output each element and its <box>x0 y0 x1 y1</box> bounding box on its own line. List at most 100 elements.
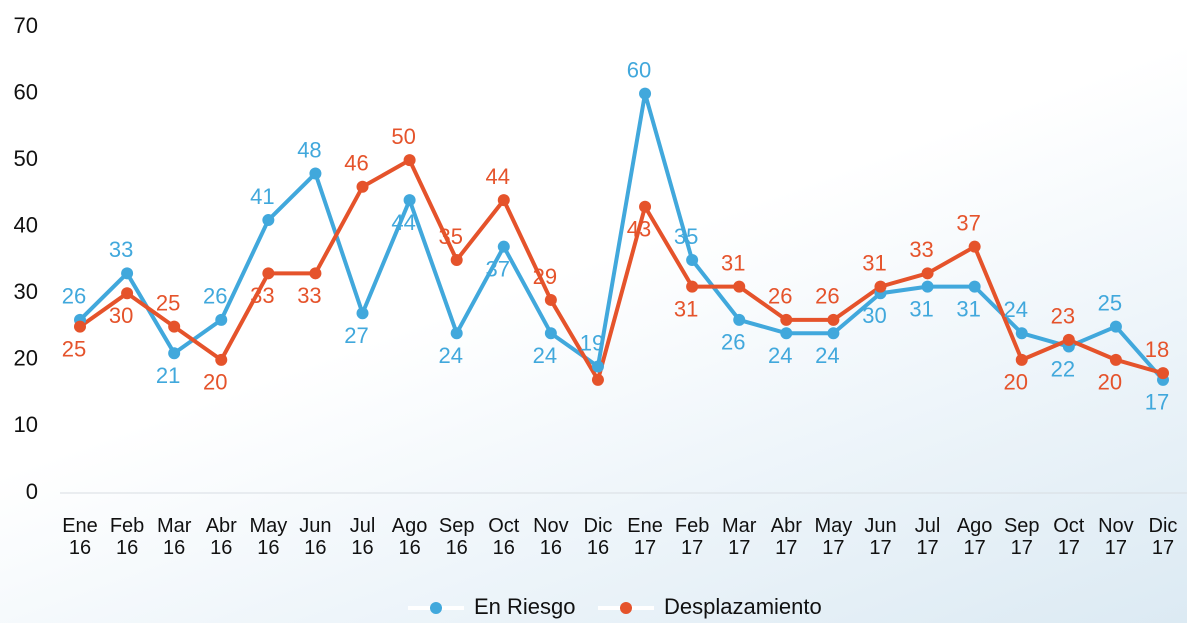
x-tick-label: Oct 17 <box>1053 515 1085 559</box>
legend-label: Desplazamiento <box>664 594 822 619</box>
data-label: 30 <box>109 303 133 328</box>
marker <box>497 240 510 253</box>
marker <box>591 360 604 373</box>
y-tick-label: 40 <box>14 213 38 238</box>
x-tick-label: Ago 16 <box>391 515 428 559</box>
y-tick-label: 30 <box>14 279 38 304</box>
data-label: 25 <box>62 336 86 361</box>
marker <box>733 313 746 326</box>
marker <box>450 254 463 266</box>
data-label: 37 <box>956 210 980 235</box>
x-tick-label: May 17 <box>814 515 853 559</box>
marker <box>968 280 981 293</box>
x-tick-label: Dic 16 <box>583 515 613 559</box>
marker <box>1062 333 1075 346</box>
marker <box>1157 367 1169 380</box>
marker <box>639 200 652 213</box>
marker <box>121 267 134 280</box>
data-label: 31 <box>674 296 698 321</box>
data-label: 18 <box>1145 337 1169 362</box>
data-label: 50 <box>391 124 415 149</box>
data-label: 29 <box>533 264 557 289</box>
x-tick-label: Nov 16 <box>533 515 569 559</box>
data-label: 33 <box>909 237 933 262</box>
data-label: 25 <box>156 290 180 315</box>
x-tick-label: Sep 16 <box>438 515 475 559</box>
data-label: 17 <box>1145 390 1169 415</box>
legend-label: En Riesgo <box>474 594 576 619</box>
marker <box>780 327 793 340</box>
marker <box>262 267 275 280</box>
x-tick-label: Ago 17 <box>956 515 993 559</box>
data-label: 26 <box>815 284 839 309</box>
x-tick-label: Jun 16 <box>299 515 332 559</box>
y-tick-label: 70 <box>14 13 38 38</box>
data-label: 60 <box>627 57 651 82</box>
legend-marker <box>430 602 442 614</box>
legend-marker <box>620 602 632 614</box>
data-label: 41 <box>250 184 274 209</box>
marker <box>450 327 463 340</box>
data-label: 48 <box>297 137 321 162</box>
marker <box>309 167 322 180</box>
x-tick-label: Mar 16 <box>156 515 192 559</box>
marker <box>215 353 228 366</box>
data-label: 24 <box>438 343 462 368</box>
marker <box>1015 327 1028 340</box>
marker <box>309 267 322 280</box>
marker <box>921 267 934 280</box>
data-label: 35 <box>674 224 698 249</box>
data-label: 26 <box>721 330 745 355</box>
x-tick-label: May 16 <box>249 515 288 559</box>
marker <box>403 154 416 167</box>
marker <box>827 327 840 340</box>
marker <box>921 280 934 293</box>
marker <box>968 240 981 253</box>
y-tick-label: 50 <box>14 146 38 171</box>
x-tick-label: Ene 16 <box>62 515 98 559</box>
marker <box>356 180 369 193</box>
marker <box>1015 353 1028 366</box>
data-label: 24 <box>1003 297 1027 322</box>
y-tick-label: 20 <box>14 346 38 371</box>
marker <box>733 280 746 293</box>
y-tick-label: 0 <box>26 479 38 504</box>
data-label: 33 <box>109 237 133 262</box>
data-label: 35 <box>438 224 462 249</box>
marker <box>686 280 699 293</box>
data-label: 31 <box>721 250 745 275</box>
marker <box>686 254 699 266</box>
data-label: 20 <box>203 370 227 395</box>
marker <box>544 293 557 306</box>
data-label: 37 <box>486 256 510 281</box>
data-label: 25 <box>1098 290 1122 315</box>
data-label: 24 <box>533 343 557 368</box>
marker <box>639 87 652 100</box>
data-label: 21 <box>156 363 180 388</box>
marker <box>168 347 181 360</box>
x-tick-label: Dic 17 <box>1148 515 1178 559</box>
x-tick-label: Sep 17 <box>1003 515 1040 559</box>
marker <box>403 194 416 207</box>
data-label: 31 <box>909 296 933 321</box>
data-label: 24 <box>815 343 839 368</box>
data-label: 26 <box>203 284 227 309</box>
data-label: 20 <box>1003 370 1027 395</box>
x-tick-label: Ene 17 <box>627 515 663 559</box>
data-label: 44 <box>486 164 510 189</box>
data-label: 23 <box>1051 304 1075 329</box>
line <box>78 158 1164 382</box>
marker <box>215 313 228 326</box>
marker <box>1109 320 1122 333</box>
x-tick-label: Jul 16 <box>349 515 376 559</box>
marker <box>168 320 181 333</box>
marker <box>74 320 86 333</box>
x-tick-label: Jul 17 <box>914 515 941 559</box>
data-label: 20 <box>1098 370 1122 395</box>
data-label: 44 <box>391 210 415 235</box>
marker <box>827 313 840 326</box>
data-label: 27 <box>344 323 368 348</box>
data-label: 43 <box>627 217 651 242</box>
